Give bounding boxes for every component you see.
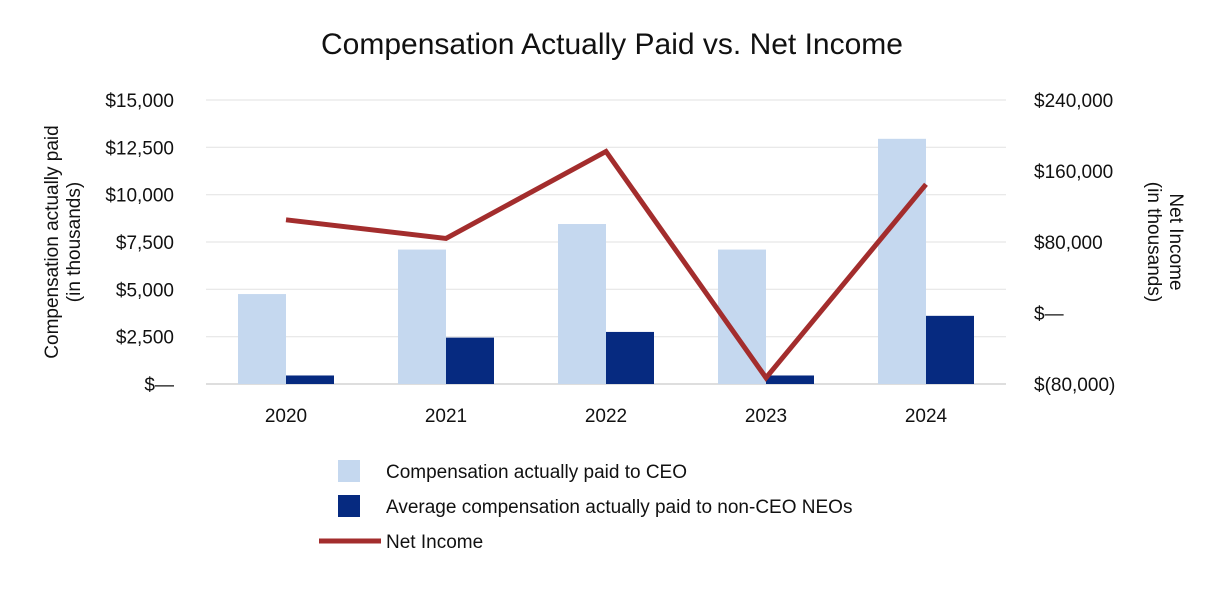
left-axis-title-line: Compensation actually paid (42, 125, 63, 358)
right-axis-title: Net Income(in thousands) (1143, 182, 1186, 302)
left-axis-title-line: (in thousands) (64, 182, 85, 302)
left-tick-label: $12,500 (105, 138, 174, 159)
legend-swatch (338, 495, 360, 517)
left-axis-title: Compensation actually paid (in thousands) (42, 125, 85, 358)
x-tick-label: 2022 (585, 406, 627, 427)
left-tick-label: $2,500 (116, 328, 174, 349)
legend-item-net-income: Net Income (319, 532, 483, 553)
chart-title: Compensation Actually Paid vs. Net Incom… (321, 28, 903, 61)
right-tick-label: $80,000 (1034, 233, 1103, 254)
net-income-line-group (285, 148, 928, 382)
legend: Compensation actually paid to CEO Average… (319, 460, 852, 553)
legend-label: Net Income (386, 532, 483, 553)
neo-bar-2022 (606, 331, 654, 384)
neo-bar-2020 (286, 375, 334, 384)
x-tick-label: 2020 (265, 406, 307, 427)
neo-bar-2023 (766, 375, 814, 384)
neo-bar-2024 (926, 315, 974, 384)
ceo-bar-2023 (718, 249, 766, 384)
legend-item-average-compensation-actually-paid-to-non-ceo-neos: Average compensation actually paid to no… (338, 495, 852, 518)
ceo-bar-2022 (558, 224, 606, 384)
right-axis-ticks: $(80,000) $— $80,000 $160,000 $240,000 (1034, 91, 1115, 396)
left-axis-ticks: $— $2,500 $5,000 $7,500 $10,000 $12,500 $15,00… (105, 91, 174, 396)
right-axis-title-line: (in thousands) (1143, 182, 1164, 302)
right-tick-label: $— (1034, 304, 1064, 325)
right-tick-label: $160,000 (1034, 162, 1113, 183)
legend-label: Average compensation actually paid to no… (386, 497, 852, 518)
ceo-bar-2024 (878, 138, 926, 384)
right-tick-label: $240,000 (1034, 91, 1113, 112)
x-tick-label: 2023 (745, 406, 787, 427)
ceo-bar-2021 (398, 249, 446, 384)
x-tick-label: 2021 (425, 406, 467, 427)
left-tick-label: $7,500 (116, 233, 174, 254)
right-tick-label: $(80,000) (1034, 375, 1115, 396)
gridlines (206, 99, 1006, 385)
ceo-bar-2020 (238, 294, 286, 384)
legend-swatch (338, 460, 360, 482)
legend-item-compensation-actually-paid-to-ceo: Compensation actually paid to CEO (338, 460, 687, 483)
axis-titles: Compensation actually paid (in thousands)… (42, 125, 1186, 358)
legend-label: Compensation actually paid to CEO (386, 462, 687, 483)
neo-bar-2021 (446, 337, 494, 384)
left-tick-label: $— (144, 375, 174, 396)
left-tick-label: $15,000 (105, 91, 174, 112)
x-axis-ticks: 2020 2021 2022 2023 2024 (265, 406, 948, 427)
x-tick-label: 2024 (905, 406, 948, 427)
left-tick-label: $10,000 (105, 186, 174, 207)
right-axis-title-line: Net Income (1165, 193, 1186, 290)
bars (238, 138, 974, 384)
left-tick-label: $5,000 (116, 280, 174, 301)
